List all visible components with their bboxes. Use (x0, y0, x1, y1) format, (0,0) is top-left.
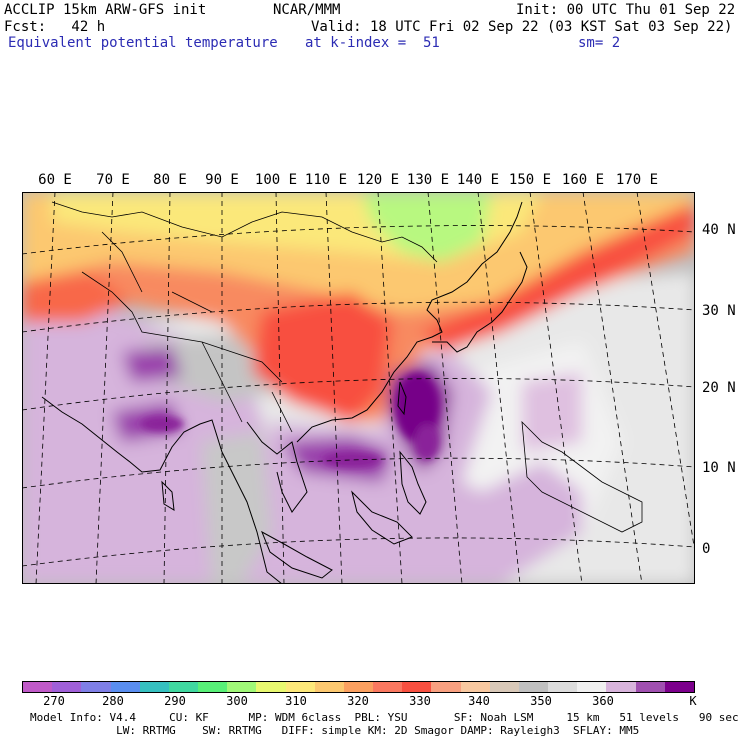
lon-label: 140 E (456, 172, 500, 188)
colorbar-swatch (431, 682, 461, 692)
lat-label: 0 (702, 541, 711, 557)
lon-label: 80 E (153, 172, 187, 188)
colorbar-swatch (548, 682, 578, 692)
model-info-line1: Model Info: V4.4 CU: KF MP: WDM 6class P… (30, 711, 739, 724)
forecast-hour: Fcst: 42 h (4, 19, 106, 35)
colorbar-label: 350 (530, 694, 552, 708)
colorbar-swatch (489, 682, 519, 692)
colorbar-label: 290 (164, 694, 186, 708)
colorbar-label: 330 (409, 694, 431, 708)
colorbar-swatch (110, 682, 140, 692)
graticule (22, 192, 695, 584)
lat-label: 30 N (702, 303, 736, 319)
lat-label: 40 N (702, 222, 736, 238)
model-title: ACCLIP 15km ARW-GFS init (4, 2, 207, 18)
colorbar-swatch (635, 682, 665, 692)
smoothing-value: sm= 2 (578, 35, 621, 51)
lon-label: 60 E (38, 172, 72, 188)
lon-label: 110 E (304, 172, 348, 188)
colorbar-label: 280 (102, 694, 124, 708)
lat-label: 20 N (702, 380, 736, 396)
colorbar-label: 270 (43, 694, 65, 708)
lon-label: 130 E (406, 172, 450, 188)
model-info-line2: LW: RRTMG SW: RRTMG DIFF: simple KM: 2D … (30, 724, 640, 737)
colorbar-swatch (23, 682, 53, 692)
colorbar-label: 320 (347, 694, 369, 708)
colorbar (22, 681, 695, 693)
colorbar-swatch (256, 682, 286, 692)
colorbar-swatch (285, 682, 315, 692)
coastlines (41, 201, 643, 584)
colorbar-swatch (664, 682, 694, 692)
colorbar-label: 310 (285, 694, 307, 708)
colorbar-unit: K (689, 694, 697, 708)
colorbar-swatch (81, 682, 111, 692)
colorbar-swatch (460, 682, 490, 692)
colorbar-swatch (52, 682, 82, 692)
colorbar-label: 300 (226, 694, 248, 708)
lat-label: 10 N (702, 460, 736, 476)
lon-label: 170 E (615, 172, 659, 188)
colorbar-swatch (373, 682, 403, 692)
colorbar-label: 360 (592, 694, 614, 708)
map-canvas (22, 192, 695, 584)
theta-e-field (22, 192, 695, 584)
colorbar-swatch (402, 682, 432, 692)
colorbar-swatch (314, 682, 344, 692)
colorbar-label: 340 (468, 694, 490, 708)
lon-label: 90 E (205, 172, 239, 188)
level-index: at k-index = 51 (305, 35, 440, 51)
colorbar-swatch (606, 682, 636, 692)
field-name: Equivalent potential temperature (8, 35, 278, 51)
colorbar-swatch (139, 682, 169, 692)
map-frame (22, 192, 695, 584)
lon-label: 70 E (96, 172, 130, 188)
colorbar-swatch (577, 682, 607, 692)
colorbar-swatch (227, 682, 257, 692)
colorbar-swatch (168, 682, 199, 692)
valid-time: Valid: 18 UTC Fri 02 Sep 22 (03 KST Sat … (311, 19, 733, 35)
lon-label: 100 E (254, 172, 298, 188)
colorbar-swatch (518, 682, 549, 692)
colorbar-swatch (343, 682, 374, 692)
institution-label: NCAR/MMM (273, 2, 341, 18)
lon-label: 160 E (561, 172, 605, 188)
init-time: Init: 00 UTC Thu 01 Sep 22 (516, 2, 736, 18)
lon-label: 150 E (508, 172, 552, 188)
colorbar-swatch (198, 682, 228, 692)
lon-label: 120 E (356, 172, 400, 188)
